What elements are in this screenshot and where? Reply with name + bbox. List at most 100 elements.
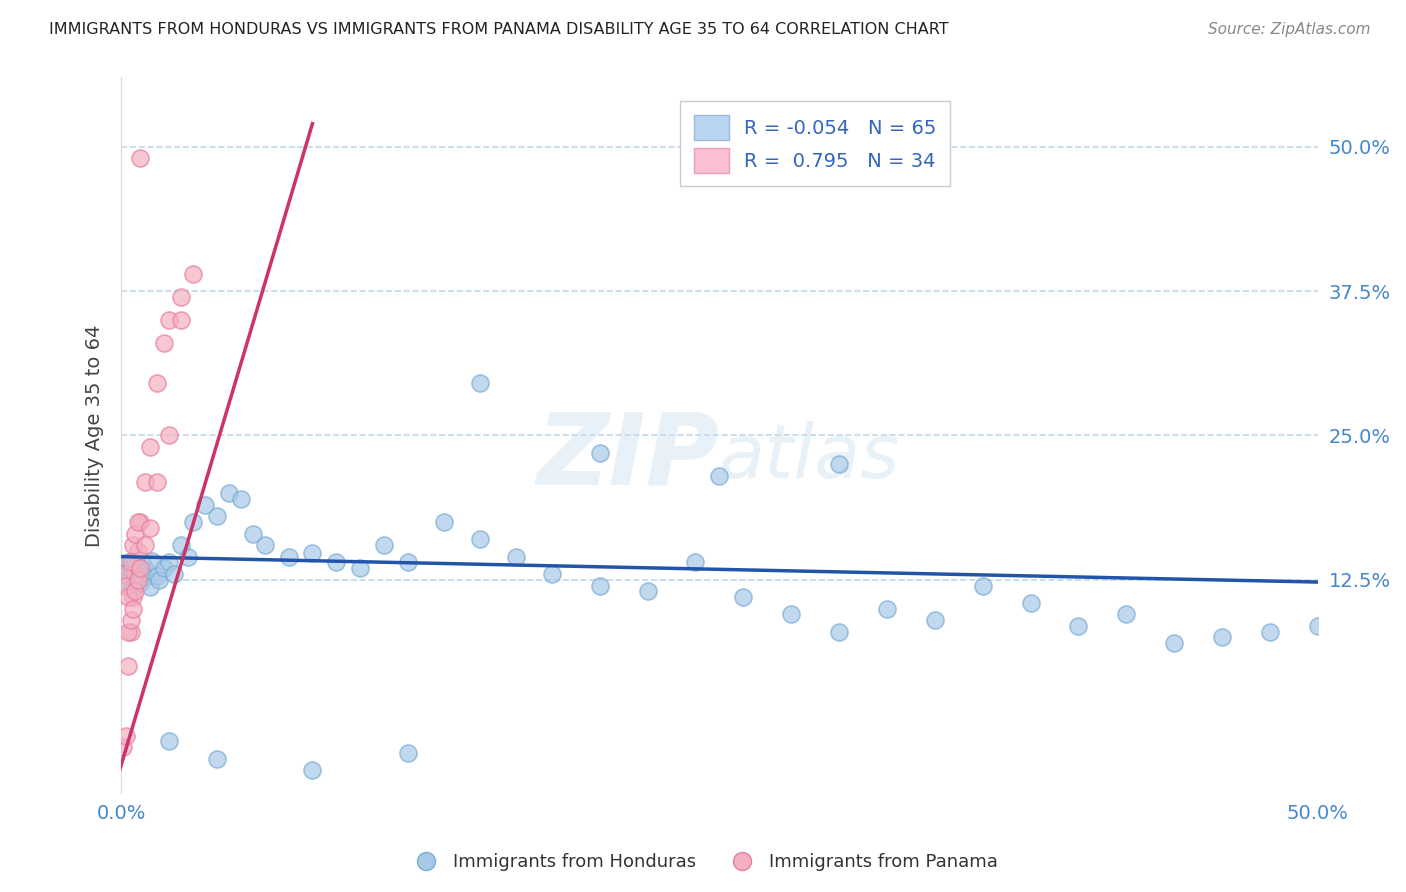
Point — [589, 446, 612, 460]
Point — [120, 569, 142, 583]
Point — [780, 607, 803, 622]
Point — [1067, 619, 1090, 633]
Point — [349, 561, 371, 575]
Point — [157, 734, 180, 748]
Point — [127, 515, 149, 529]
Point — [120, 624, 142, 639]
Point — [301, 546, 323, 560]
Point — [134, 475, 156, 489]
Point — [218, 486, 240, 500]
Point — [117, 659, 139, 673]
Point — [138, 580, 160, 594]
Point — [148, 573, 170, 587]
Point — [120, 561, 142, 575]
Point — [157, 313, 180, 327]
Point — [112, 566, 135, 581]
Point — [181, 515, 204, 529]
Text: Source: ZipAtlas.com: Source: ZipAtlas.com — [1208, 22, 1371, 37]
Point — [122, 581, 145, 595]
Point — [134, 538, 156, 552]
Point — [733, 590, 755, 604]
Point — [181, 267, 204, 281]
Point — [117, 590, 139, 604]
Point — [136, 564, 159, 578]
Point — [828, 457, 851, 471]
Point — [205, 509, 228, 524]
Text: atlas: atlas — [720, 421, 901, 493]
Point — [1306, 619, 1329, 633]
Point — [242, 526, 264, 541]
Point — [468, 376, 491, 391]
Point — [277, 549, 299, 564]
Point — [114, 573, 136, 587]
Point — [177, 549, 200, 564]
Point — [146, 475, 169, 489]
Point — [127, 544, 149, 558]
Point — [1258, 624, 1281, 639]
Point — [138, 440, 160, 454]
Point — [112, 740, 135, 755]
Point — [685, 556, 707, 570]
Point — [709, 468, 731, 483]
Point — [129, 515, 152, 529]
Point — [117, 556, 139, 570]
Point — [162, 566, 184, 581]
Point — [127, 566, 149, 581]
Point — [205, 752, 228, 766]
Point — [114, 729, 136, 743]
Point — [1163, 636, 1185, 650]
Point — [122, 590, 145, 604]
Point — [505, 549, 527, 564]
Point — [876, 601, 898, 615]
Point — [124, 584, 146, 599]
Point — [134, 570, 156, 584]
Point — [120, 613, 142, 627]
Point — [127, 573, 149, 587]
Point — [170, 538, 193, 552]
Point — [589, 578, 612, 592]
Point — [153, 336, 176, 351]
Point — [1019, 596, 1042, 610]
Point — [124, 566, 146, 581]
Point — [124, 526, 146, 541]
Point — [117, 624, 139, 639]
Point — [373, 538, 395, 552]
Point — [229, 491, 252, 506]
Text: IMMIGRANTS FROM HONDURAS VS IMMIGRANTS FROM PANAMA DISABILITY AGE 35 TO 64 CORRE: IMMIGRANTS FROM HONDURAS VS IMMIGRANTS F… — [49, 22, 949, 37]
Point — [141, 554, 163, 568]
Point — [124, 556, 146, 570]
Point — [129, 576, 152, 591]
Point — [170, 290, 193, 304]
Point — [157, 428, 180, 442]
Point — [972, 578, 994, 592]
Point — [122, 538, 145, 552]
Point — [468, 533, 491, 547]
Point — [433, 515, 456, 529]
Point — [396, 746, 419, 760]
Point — [1115, 607, 1137, 622]
Point — [194, 498, 217, 512]
Point — [122, 565, 145, 579]
Point — [170, 313, 193, 327]
Y-axis label: Disability Age 35 to 64: Disability Age 35 to 64 — [86, 324, 104, 547]
Point — [325, 556, 347, 570]
Point — [124, 573, 146, 587]
Point — [129, 151, 152, 165]
Point — [120, 556, 142, 570]
Point — [540, 566, 562, 581]
Point — [157, 556, 180, 570]
Point — [637, 584, 659, 599]
Point — [114, 578, 136, 592]
Point — [924, 613, 946, 627]
Point — [253, 538, 276, 552]
Point — [138, 521, 160, 535]
Legend: R = -0.054   N = 65, R =  0.795   N = 34: R = -0.054 N = 65, R = 0.795 N = 34 — [681, 102, 950, 186]
Point — [146, 376, 169, 391]
Point — [117, 578, 139, 592]
Point — [828, 624, 851, 639]
Point — [396, 556, 419, 570]
Point — [301, 764, 323, 778]
Point — [112, 566, 135, 581]
Legend: Immigrants from Honduras, Immigrants from Panama: Immigrants from Honduras, Immigrants fro… — [401, 847, 1005, 879]
Point — [122, 601, 145, 615]
